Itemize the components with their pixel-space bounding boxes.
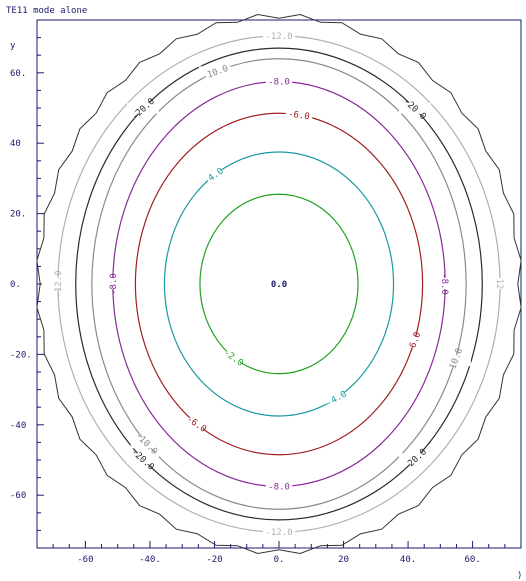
- contour-label: 12: [494, 279, 504, 290]
- contour-label-bg: [400, 336, 428, 348]
- contour-label-bg: [492, 278, 508, 289]
- contour-line: [199, 193, 359, 375]
- contour-label: -12.0: [265, 528, 292, 538]
- contour-line: [75, 47, 483, 521]
- y-tick-label: -40: [10, 421, 26, 431]
- contour-label-bg: [399, 102, 432, 114]
- y-tick-label: 60.: [10, 69, 26, 79]
- y-tick-label: 0.: [10, 280, 21, 290]
- contour-label-bg: [285, 108, 313, 120]
- contour-label: -8.0: [439, 273, 449, 295]
- contour-label-bg: [323, 392, 350, 404]
- contour-label-bg: [263, 526, 295, 538]
- contour-label-bg: [198, 66, 231, 78]
- y-tick-label: -20.: [10, 350, 32, 360]
- contour-label-bg: [183, 417, 210, 429]
- contour-label-bg: [41, 278, 74, 289]
- contour-label-bg: [220, 351, 247, 363]
- x-tick-label: -40.: [139, 555, 161, 565]
- x-tick-label: 40.: [400, 555, 416, 565]
- contour-label-bg: [126, 102, 159, 114]
- contour-label-bg: [265, 75, 293, 87]
- y-tick-label: -60: [10, 491, 26, 501]
- x-tick-label: -20: [206, 555, 222, 565]
- contour-label: -8.0: [109, 273, 119, 295]
- x-tick-label: -60: [77, 555, 93, 565]
- contour-label: -6.0: [184, 414, 208, 435]
- contour-label-bg: [200, 169, 227, 181]
- contour-label-bg: [99, 278, 127, 289]
- contour-label-bg: [265, 480, 293, 492]
- x-tick-label: 60.: [464, 555, 480, 565]
- contour-label: -8.0: [268, 78, 290, 88]
- contour-label: -12.0: [54, 270, 64, 297]
- contour-line: [91, 58, 467, 510]
- contour-label-bg: [263, 29, 295, 41]
- center-value-label: 0.0: [271, 280, 287, 290]
- chart-title: TE11 mode alone: [6, 6, 87, 16]
- contour-label: -8.0: [268, 482, 290, 492]
- y-tick-label: 20.: [10, 210, 26, 220]
- y-axis-label: y: [10, 41, 16, 51]
- contour-label: -12.0: [265, 32, 292, 42]
- contour-label: -6.0: [287, 109, 310, 122]
- contour-label-bg: [399, 453, 432, 465]
- contour-line: [134, 112, 424, 456]
- boundary-contour: [36, 13, 522, 555]
- axes: -60 -40. -20 0. 20 40. 60. 60. 40 20. 0. -20. -40 -60: [10, 19, 522, 565]
- x-tick-label: 0.: [274, 555, 285, 565]
- contour-line: [163, 151, 395, 417]
- contour-label-bg: [431, 278, 459, 289]
- y-tick-label: 40: [10, 139, 21, 149]
- contour-label-bg: [126, 453, 159, 465]
- contour-label-bg: [130, 437, 163, 449]
- x-tick-label: 20: [338, 555, 349, 565]
- x-axis-label: ): [517, 571, 522, 581]
- contour-label-bg: [438, 355, 471, 367]
- contour-label: -2.0: [221, 348, 245, 369]
